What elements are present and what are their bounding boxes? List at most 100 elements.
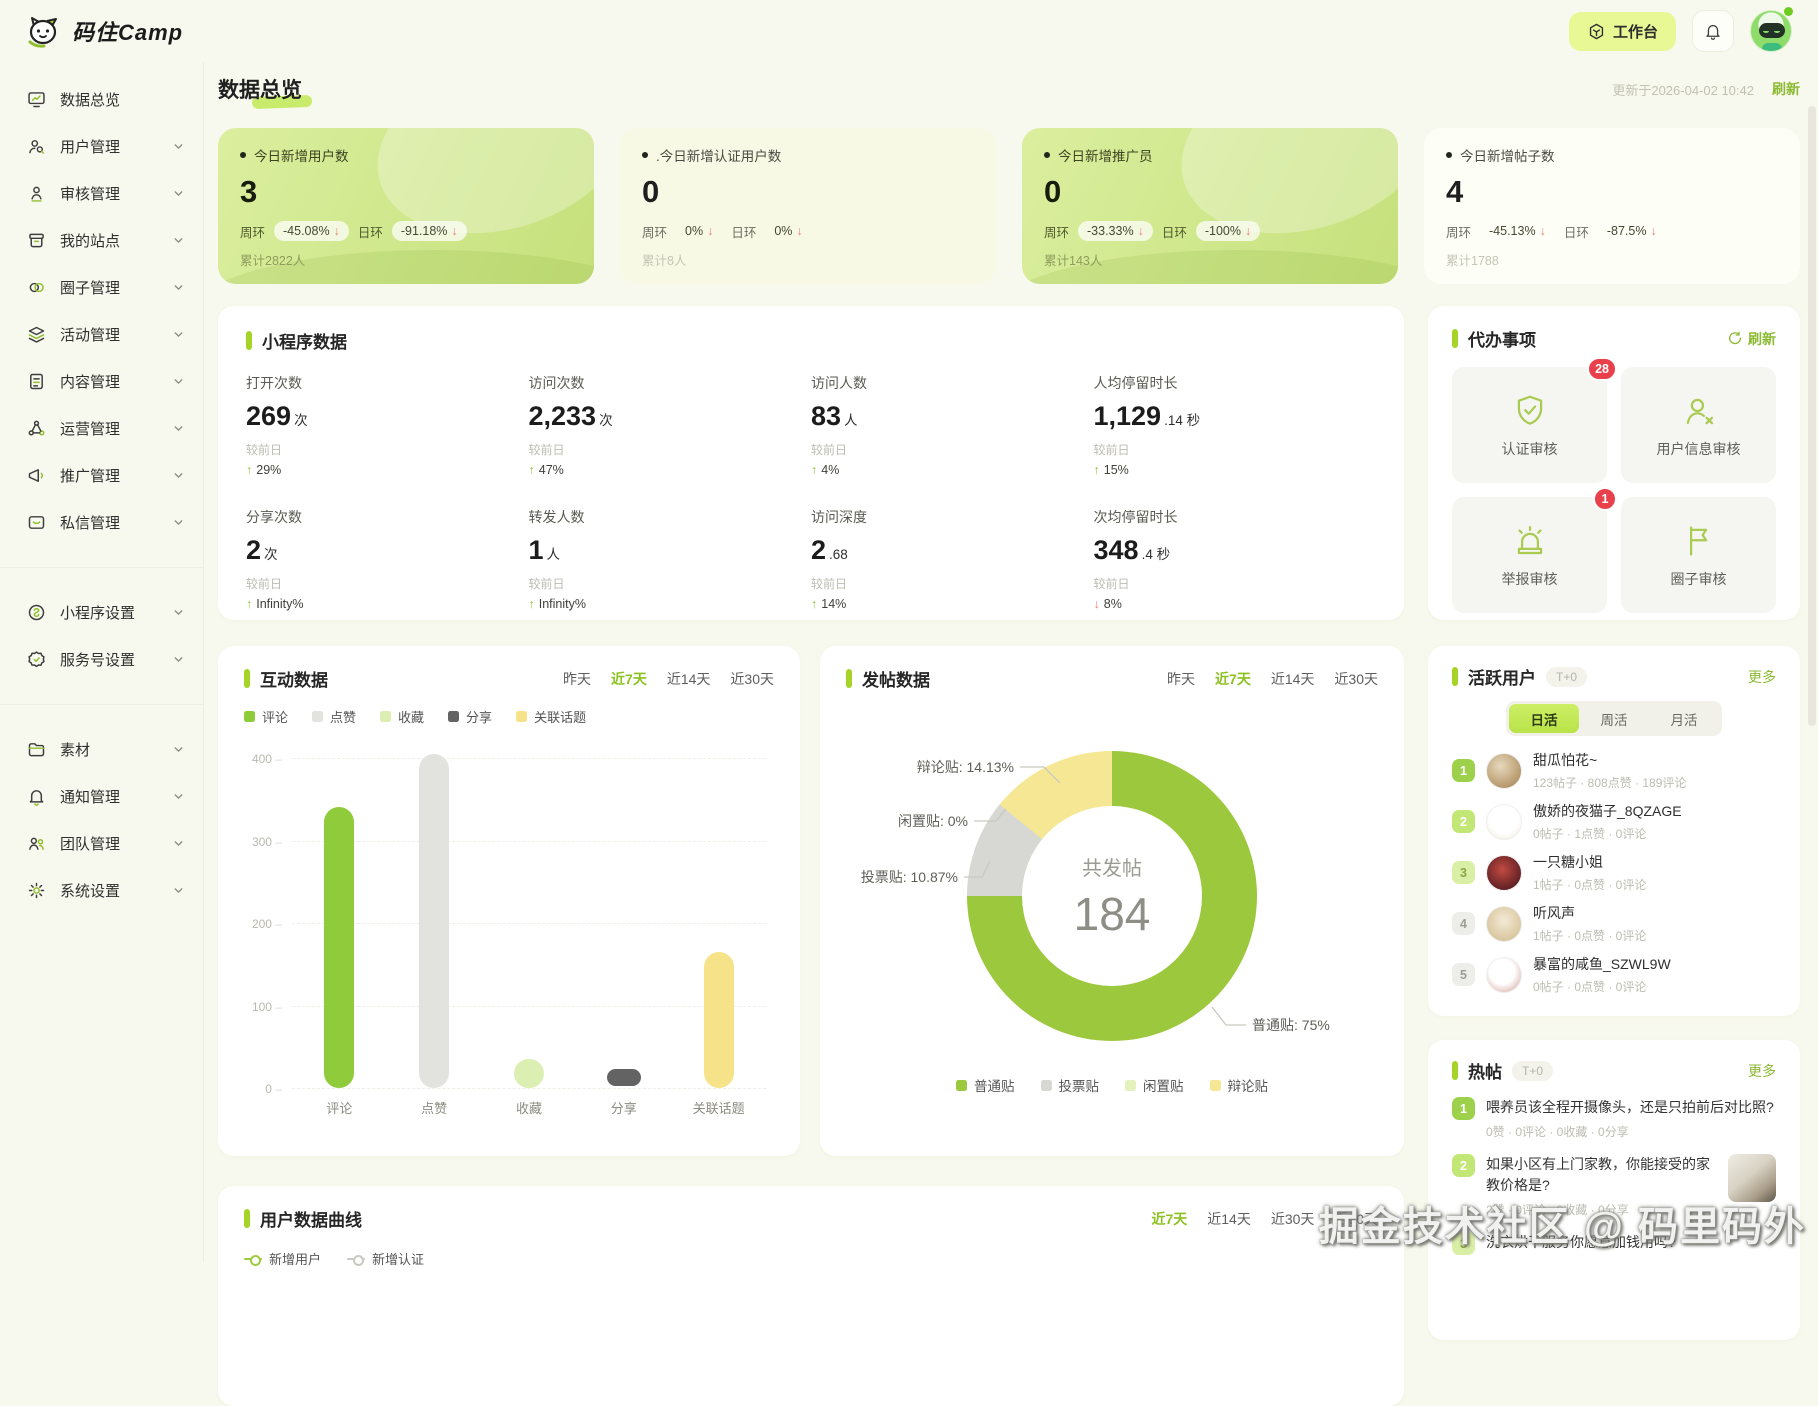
sidebar-item-user-management[interactable]: 用户管理: [0, 123, 203, 170]
sidebar-item-label: 圈子管理: [60, 277, 172, 298]
todo-item-report-review[interactable]: 1 举报审核: [1452, 497, 1607, 613]
x-tick-label: 关联话题: [693, 1098, 745, 1117]
bar-chart-legend: 评论 点赞 收藏 分享 关联话题: [244, 707, 774, 726]
sidebar-item-my-site[interactable]: 我的站点: [0, 217, 203, 264]
sidebar-item-content-management[interactable]: 内容管理: [0, 358, 203, 405]
interaction-range-tabs: 昨天 近7天 近14天 近30天: [563, 669, 774, 689]
callout-vote: 投票贴: 10.87%: [861, 869, 958, 885]
legend-new-users: 新增用户: [244, 1249, 321, 1268]
scrollbar-thumb[interactable]: [1808, 106, 1816, 726]
tab-last-14-days[interactable]: 近14天: [1207, 1209, 1251, 1229]
sidebar-item-private-message-management[interactable]: 私信管理: [0, 499, 203, 546]
stat-label: 今日新增推广员: [1058, 145, 1153, 165]
todo-refresh-button[interactable]: 刷新: [1726, 329, 1776, 349]
verified-badge-icon: [26, 649, 47, 670]
sidebar-item-system-settings[interactable]: 系统设置: [0, 867, 203, 914]
tab-yesterday[interactable]: 昨天: [1167, 669, 1195, 689]
tab-last-7-days[interactable]: 近7天: [611, 669, 647, 689]
sidebar-item-audit-management[interactable]: 审核管理: [0, 170, 203, 217]
sidebar-item-miniprogram-settings[interactable]: 小程序设置: [0, 589, 203, 636]
refresh-link[interactable]: 刷新: [1772, 79, 1800, 99]
sidebar-item-assets[interactable]: 素材: [0, 726, 203, 773]
legend-likes: 点赞: [312, 707, 356, 726]
sidebar-item-label: 素材: [60, 739, 172, 760]
tab-last-30-days[interactable]: 近30天: [1271, 1209, 1315, 1229]
sidebar-item-promotion-management[interactable]: 推广管理: [0, 452, 203, 499]
todo-item-user-info-review[interactable]: 用户信息审核: [1621, 367, 1776, 483]
bullet-dot: [240, 152, 246, 158]
arrow-up-icon: ↑: [246, 597, 252, 611]
donut-callouts: 辩论贴: 14.13% 闲置贴: 0% 投票贴: 10.87% 普通贴: 75%: [846, 695, 1378, 1095]
hot-post-row[interactable]: 1 喂养员该全程开摄像头，还是只拍前后对比照? 0赞 · 0评论 · 0收藏 ·…: [1452, 1097, 1776, 1140]
tab-last-14-days[interactable]: 近14天: [667, 669, 711, 689]
arrow-up-icon: ↑: [811, 597, 817, 611]
stat-card-new-promoters: 今日新增推广员 0 周环 -33.33%↓ 日环 -100%↓ 累计143人: [1022, 128, 1398, 284]
notifications-button[interactable]: [1692, 10, 1734, 52]
arrow-down-icon: ↓: [796, 224, 802, 238]
chevron-down-icon: [172, 837, 185, 850]
bar-likes: [419, 754, 449, 1088]
tab-last-14-days[interactable]: 近14天: [1271, 669, 1315, 689]
stat-total: 累计2822人: [240, 250, 572, 269]
legend-favorites: 收藏: [380, 707, 424, 726]
layers-icon: [26, 324, 47, 345]
todo-item-certification-review[interactable]: 28 认证审核: [1452, 367, 1607, 483]
chevron-down-icon: [172, 187, 185, 200]
sidebar-item-dashboard[interactable]: 数据总览: [0, 76, 203, 123]
tab-weekly-active[interactable]: 周活: [1579, 704, 1649, 733]
donut-legend: 普通贴 投票贴 闲置贴 辩论贴: [846, 1075, 1378, 1095]
day-ring-label: 日环: [1162, 222, 1187, 241]
tab-yesterday[interactable]: 昨天: [563, 669, 591, 689]
tab-daily-active[interactable]: 日活: [1509, 704, 1579, 733]
chevron-down-icon: [172, 281, 185, 294]
tab-monthly-active[interactable]: 月活: [1649, 704, 1719, 733]
active-users-more-link[interactable]: 更多: [1748, 667, 1776, 687]
todo-item-circle-review[interactable]: 圈子审核: [1621, 497, 1776, 613]
tab-last-30-days[interactable]: 近30天: [730, 669, 774, 689]
active-user-row[interactable]: 3 一只糖小姐 1帖子 · 0点赞 · 0评论: [1452, 852, 1776, 893]
user-avatar[interactable]: [1750, 10, 1792, 52]
legend-normal-posts: 普通贴: [956, 1075, 1015, 1095]
tab-last-7-days[interactable]: 近7天: [1215, 669, 1251, 689]
stat-label: 今日新增用户数: [254, 145, 349, 165]
tab-last-30-days[interactable]: 近30天: [1334, 669, 1378, 689]
sidebar-item-label: 内容管理: [60, 371, 172, 392]
todo-label: 圈子审核: [1671, 569, 1727, 589]
sidebar-item-operations-management[interactable]: 运营管理: [0, 405, 203, 452]
sidebar-item-notification-management[interactable]: 通知管理: [0, 773, 203, 820]
sidebar-item-label: 服务号设置: [60, 649, 172, 670]
badge-count: 1: [1593, 487, 1617, 511]
bar-favorites: [514, 1059, 544, 1088]
stat-value: 3: [240, 174, 572, 210]
hot-posts-more-link[interactable]: 更多: [1748, 1061, 1776, 1081]
chevron-down-icon: [172, 328, 185, 341]
tab-last-7-days[interactable]: 近7天: [1151, 1209, 1187, 1229]
sidebar-item-team-management[interactable]: 团队管理: [0, 820, 203, 867]
panel-title: 活跃用户: [1468, 664, 1536, 689]
active-user-row[interactable]: 2 傲娇的夜猫子_8QZAGE 0帖子 · 1点赞 · 0评论: [1452, 801, 1776, 842]
sidebar-item-activity-management[interactable]: 活动管理: [0, 311, 203, 358]
panel-title-marker: [246, 331, 252, 350]
workspace-button[interactable]: 工作台: [1569, 12, 1676, 51]
top-header: 码住Camp 工作台: [0, 0, 1818, 62]
day-ring-pill: -100%↓: [1196, 221, 1260, 241]
active-users-panel: 活跃用户 T+0 更多 日活 周活 月活 1 甜瓜怕花~ 123帖子 · 808…: [1428, 646, 1800, 1016]
avatar: [1486, 855, 1522, 891]
week-ring-label: 周环: [240, 222, 265, 241]
week-ring-label: 周环: [642, 222, 667, 241]
sidebar-item-circle-management[interactable]: 圈子管理: [0, 264, 203, 311]
active-user-row[interactable]: 1 甜瓜怕花~ 123帖子 · 808点赞 · 189评论: [1452, 750, 1776, 791]
active-user-row[interactable]: 4 听风声 1帖子 · 0点赞 · 0评论: [1452, 903, 1776, 944]
sidebar-item-service-account-settings[interactable]: 服务号设置: [0, 636, 203, 683]
active-user-row[interactable]: 5 暴富的咸鱼_SZWL9W 0帖子 · 0点赞 · 0评论: [1452, 954, 1776, 995]
user-name: 暴富的咸鱼_SZWL9W: [1533, 954, 1671, 974]
x-tick-label: 点赞: [421, 1098, 447, 1117]
panel-title-marker: [1452, 667, 1458, 686]
bar-shares: [607, 1069, 641, 1086]
workspace-button-label: 工作台: [1613, 21, 1658, 42]
rank-badge: 2: [1452, 810, 1475, 833]
share-nodes-icon: [26, 418, 47, 439]
rank-badge: 1: [1452, 759, 1475, 782]
envelope-icon: [26, 512, 47, 533]
